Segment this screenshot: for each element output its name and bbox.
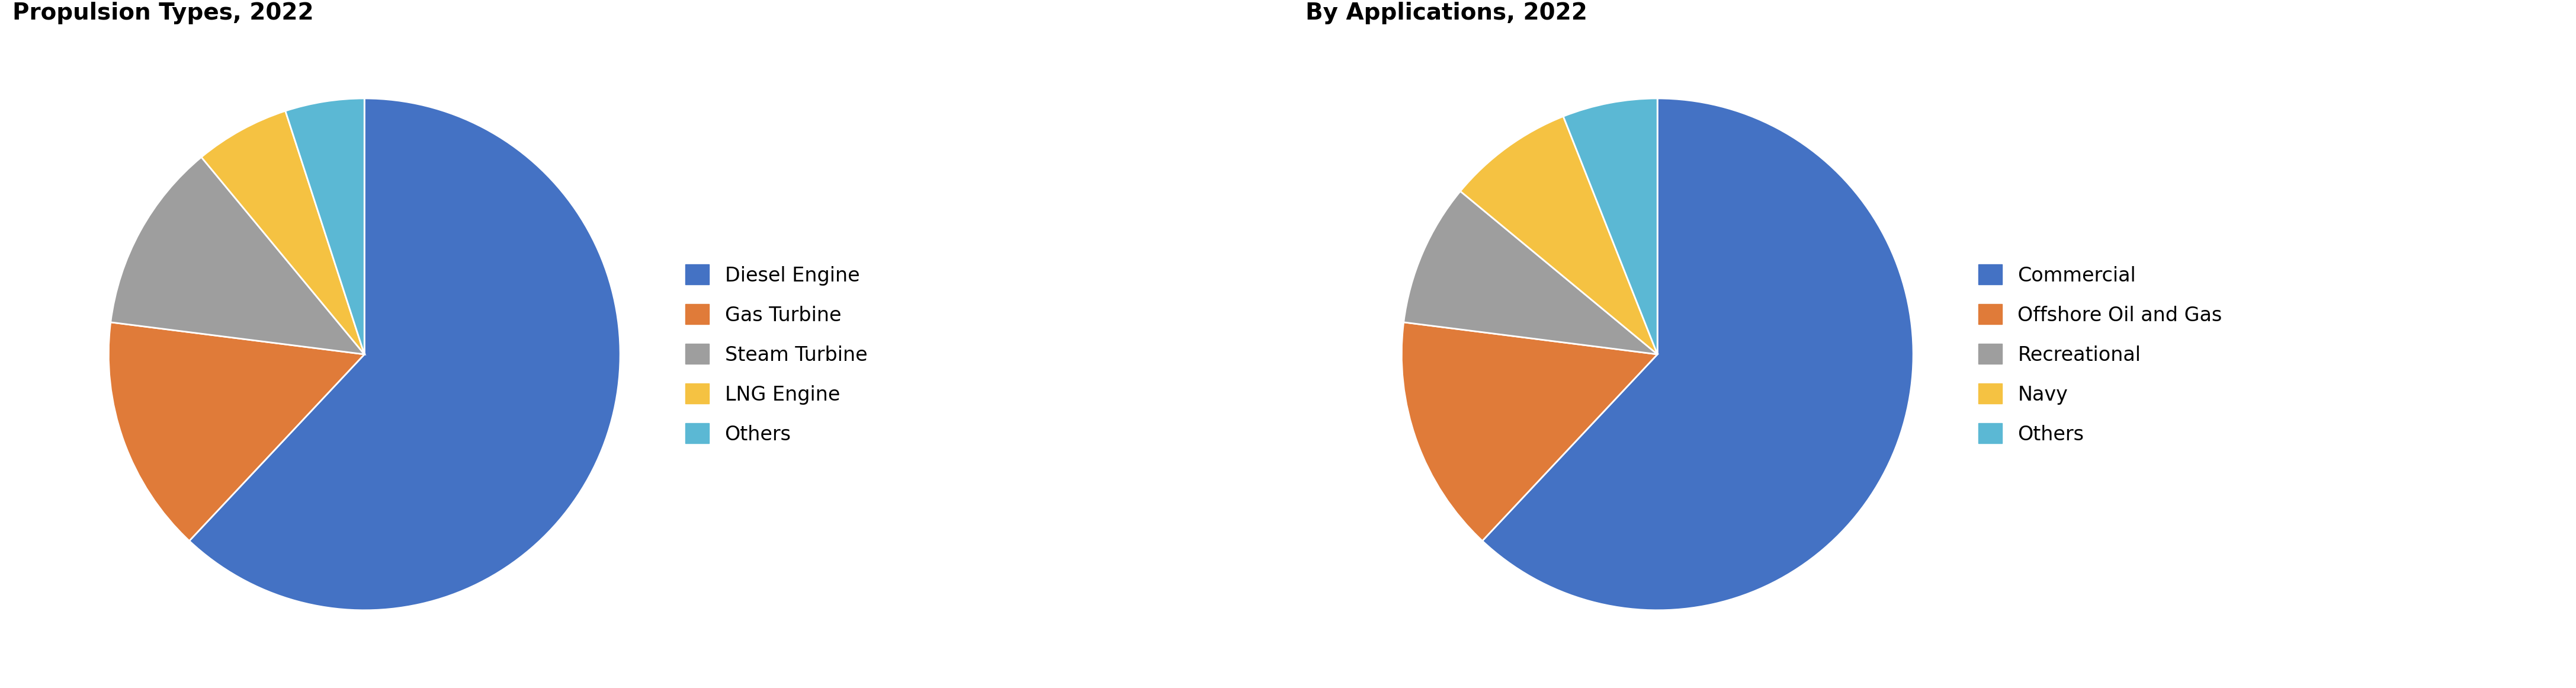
Text: Thailand Marine Engine Market Revenue Share, By
Propulsion Types, 2022: Thailand Marine Engine Market Revenue Sh… [13,0,670,24]
Wedge shape [286,98,363,354]
Wedge shape [108,322,363,541]
Wedge shape [1564,98,1656,354]
Wedge shape [1481,98,1914,610]
Legend: Diesel Engine, Gas Turbine, Steam Turbine, LNG Engine, Others: Diesel Engine, Gas Turbine, Steam Turbin… [685,264,868,444]
Text: Thailand Marine Engine Market Revenue Share,
By Applications, 2022: Thailand Marine Engine Market Revenue Sh… [1306,0,1922,24]
Wedge shape [1401,322,1656,541]
Wedge shape [201,111,363,354]
Wedge shape [111,157,363,354]
Wedge shape [1404,191,1656,354]
Legend: Commercial, Offshore Oil and Gas, Recreational, Navy, Others: Commercial, Offshore Oil and Gas, Recrea… [1978,264,2223,444]
Wedge shape [188,98,621,610]
Wedge shape [1461,116,1656,354]
